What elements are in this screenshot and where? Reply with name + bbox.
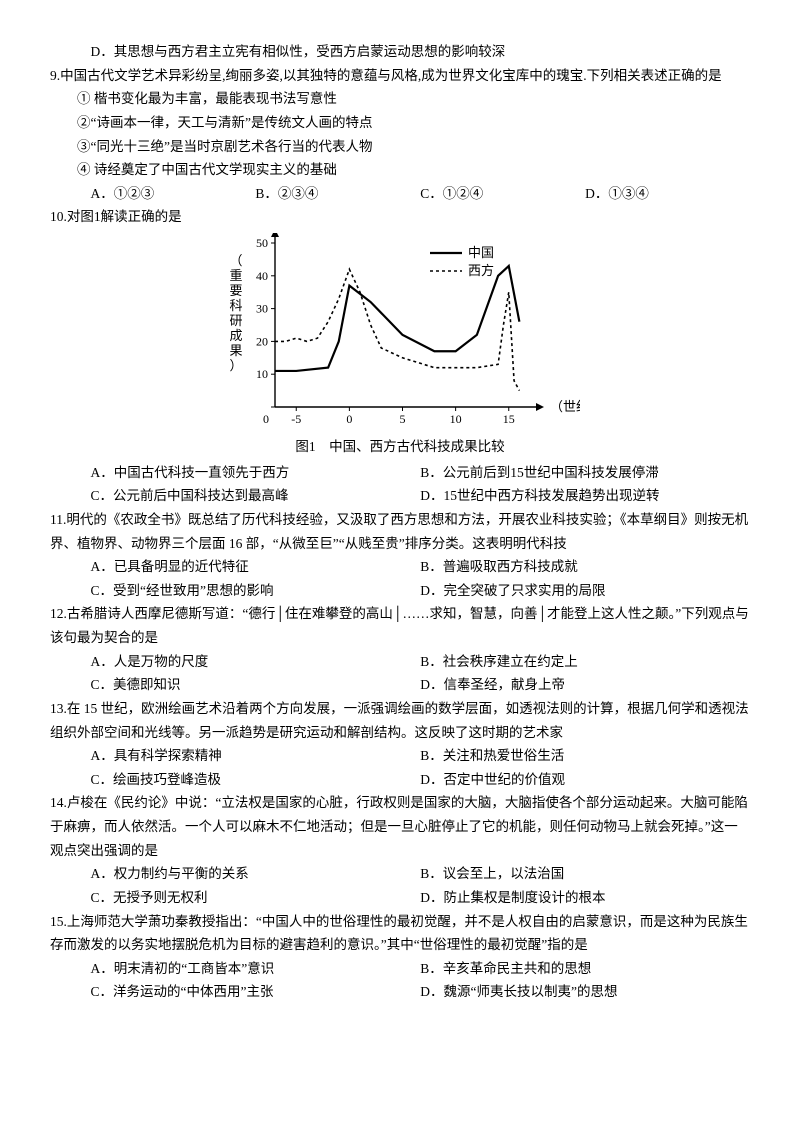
svg-text:）: ） [229,358,242,373]
q15-options-row2: C．洋务运动的“中体西用”主张 D．魏源“师夷长技以制夷”的思想 [91,980,751,1004]
q14-options-row2: C．无授予则无权利 D．防止集权是制度设计的根本 [91,886,751,910]
q15-opt-c: C．洋务运动的“中体西用”主张 [91,980,421,1004]
q13-opt-b: B．关注和热爱世俗生活 [420,744,750,768]
svg-text:要: 要 [229,283,242,298]
q10-chart: 10 20 30 40 50 -5 0 5 10 15 0 （重要科研成果） （世纪） 中国西方 [50,233,750,433]
q12-opt-d: D．信奉圣经，献身上帝 [420,673,750,697]
q14-opt-a: A．权力制约与平衡的关系 [91,862,421,886]
q9-s2: ②“诗画本一律，天工与清新”是传统文人画的特点 [77,111,750,135]
q11-options-row2: C．受到“经世致用”思想的影响 D．完全突破了只求实用的局限 [91,579,751,603]
svg-text:（: （ [229,253,242,268]
q9-s4: ④ 诗经奠定了中国古代文学现实主义的基础 [77,158,750,182]
svg-text:（世纪）: （世纪） [550,399,580,414]
svg-text:15: 15 [503,412,515,426]
svg-text:果: 果 [229,343,242,358]
q12-stem: 12.古希腊诗人西摩尼德斯写道：“德行│住在难攀登的高山│……求知，智慧，向善│… [50,602,750,649]
q10-options-row1: A．中国古代科技一直领先于西方 B．公元前后到15世纪中国科技发展停滞 [91,461,751,485]
q14-opt-c: C．无授予则无权利 [91,886,421,910]
svg-text:中国: 中国 [468,245,494,260]
q9-s1: ① 楷书变化最为丰富，最能表现书法写意性 [77,87,750,111]
svg-text:0: 0 [346,412,352,426]
q10-opt-a: A．中国古代科技一直领先于西方 [91,461,421,485]
q10-stem: 10.对图1解读正确的是 [50,205,750,229]
q9-options: A．①②③ B．②③④ C．①②④ D．①③④ [91,182,751,206]
q11-opt-c: C．受到“经世致用”思想的影响 [91,579,421,603]
q9-stem: 9.中国古代文学艺术异彩纷呈,绚丽多姿,以其独特的意蕴与风格,成为世界文化宝库中… [50,64,750,88]
svg-text:10: 10 [256,367,268,381]
q10-opt-b: B．公元前后到15世纪中国科技发展停滞 [420,461,750,485]
q13-opt-d: D．否定中世纪的价值观 [420,768,750,792]
svg-text:-5: -5 [291,412,301,426]
svg-text:0: 0 [263,412,269,426]
q10-chart-title: 图1 中国、西方古代科技成果比较 [50,435,750,459]
svg-text:20: 20 [256,334,268,348]
q12-options-row1: A．人是万物的尺度 B．社会秩序建立在约定上 [91,650,751,674]
q13-opt-c: C．绘画技巧登峰造极 [91,768,421,792]
q14-opt-b: B．议会至上，以法治国 [420,862,750,886]
q13-opt-a: A．具有科学探索精神 [91,744,421,768]
q11-opt-b: B．普遍吸取西方科技成就 [420,555,750,579]
q14-opt-d: D．防止集权是制度设计的根本 [420,886,750,910]
q15-opt-a: A．明末清初的“工商皆本”意识 [91,957,421,981]
q9-opt-c: C．①②④ [420,182,585,206]
svg-text:研: 研 [229,313,242,328]
svg-text:科: 科 [229,298,242,313]
q13-options-row2: C．绘画技巧登峰造极 D．否定中世纪的价值观 [91,768,751,792]
q15-stem: 15.上海师范大学萧功秦教授指出：“中国人中的世俗理性的最初觉醒，并不是人权自由… [50,910,750,957]
q12-opt-c: C．美德即知识 [91,673,421,697]
q13-options-row1: A．具有科学探索精神 B．关注和热爱世俗生活 [91,744,751,768]
svg-text:5: 5 [400,412,406,426]
q9-opt-d: D．①③④ [585,182,750,206]
q12-options-row2: C．美德即知识 D．信奉圣经，献身上帝 [91,673,751,697]
q9-opt-b: B．②③④ [255,182,420,206]
q10-opt-d: D．15世纪中西方科技发展趋势出现逆转 [420,484,750,508]
q11-opt-d: D．完全突破了只求实用的局限 [420,579,750,603]
q10-chart-svg: 10 20 30 40 50 -5 0 5 10 15 0 （重要科研成果） （世纪） 中国西方 [220,233,580,433]
q13-stem: 13.在 15 世纪，欧洲绘画艺术沿着两个方向发展，一派强调绘画的数学层面，如透… [50,697,750,744]
svg-text:西方: 西方 [468,263,494,278]
q12-opt-a: A．人是万物的尺度 [91,650,421,674]
q12-opt-b: B．社会秩序建立在约定上 [420,650,750,674]
q10-opt-c: C．公元前后中国科技达到最高峰 [91,484,421,508]
q11-options-row1: A．已具备明显的近代特征 B．普遍吸取西方科技成就 [91,555,751,579]
svg-text:40: 40 [256,269,268,283]
q9-s3: ③“同光十三绝”是当时京剧艺术各行当的代表人物 [77,135,750,159]
q15-opt-b: B．辛亥革命民主共和的思想 [420,957,750,981]
q11-opt-a: A．已具备明显的近代特征 [91,555,421,579]
svg-text:重: 重 [229,268,242,283]
q14-options-row1: A．权力制约与平衡的关系 B．议会至上，以法治国 [91,862,751,886]
svg-text:30: 30 [256,302,268,316]
q8-opt-d: D．其思想与西方君主立宪有相似性，受西方启蒙运动思想的影响较深 [50,40,750,64]
q10-options-row2: C．公元前后中国科技达到最高峰 D．15世纪中西方科技发展趋势出现逆转 [91,484,751,508]
q15-opt-d: D．魏源“师夷长技以制夷”的思想 [420,980,750,1004]
svg-text:成: 成 [229,328,242,343]
svg-text:50: 50 [256,236,268,250]
q14-stem: 14.卢梭在《民约论》中说：“立法权是国家的心脏，行政权则是国家的大脑，大脑指使… [50,791,750,862]
svg-text:10: 10 [450,412,462,426]
q9-opt-a: A．①②③ [91,182,256,206]
q15-options-row1: A．明末清初的“工商皆本”意识 B．辛亥革命民主共和的思想 [91,957,751,981]
q11-stem: 11.明代的《农政全书》既总结了历代科技经验，又汲取了西方思想和方法，开展农业科… [50,508,750,555]
